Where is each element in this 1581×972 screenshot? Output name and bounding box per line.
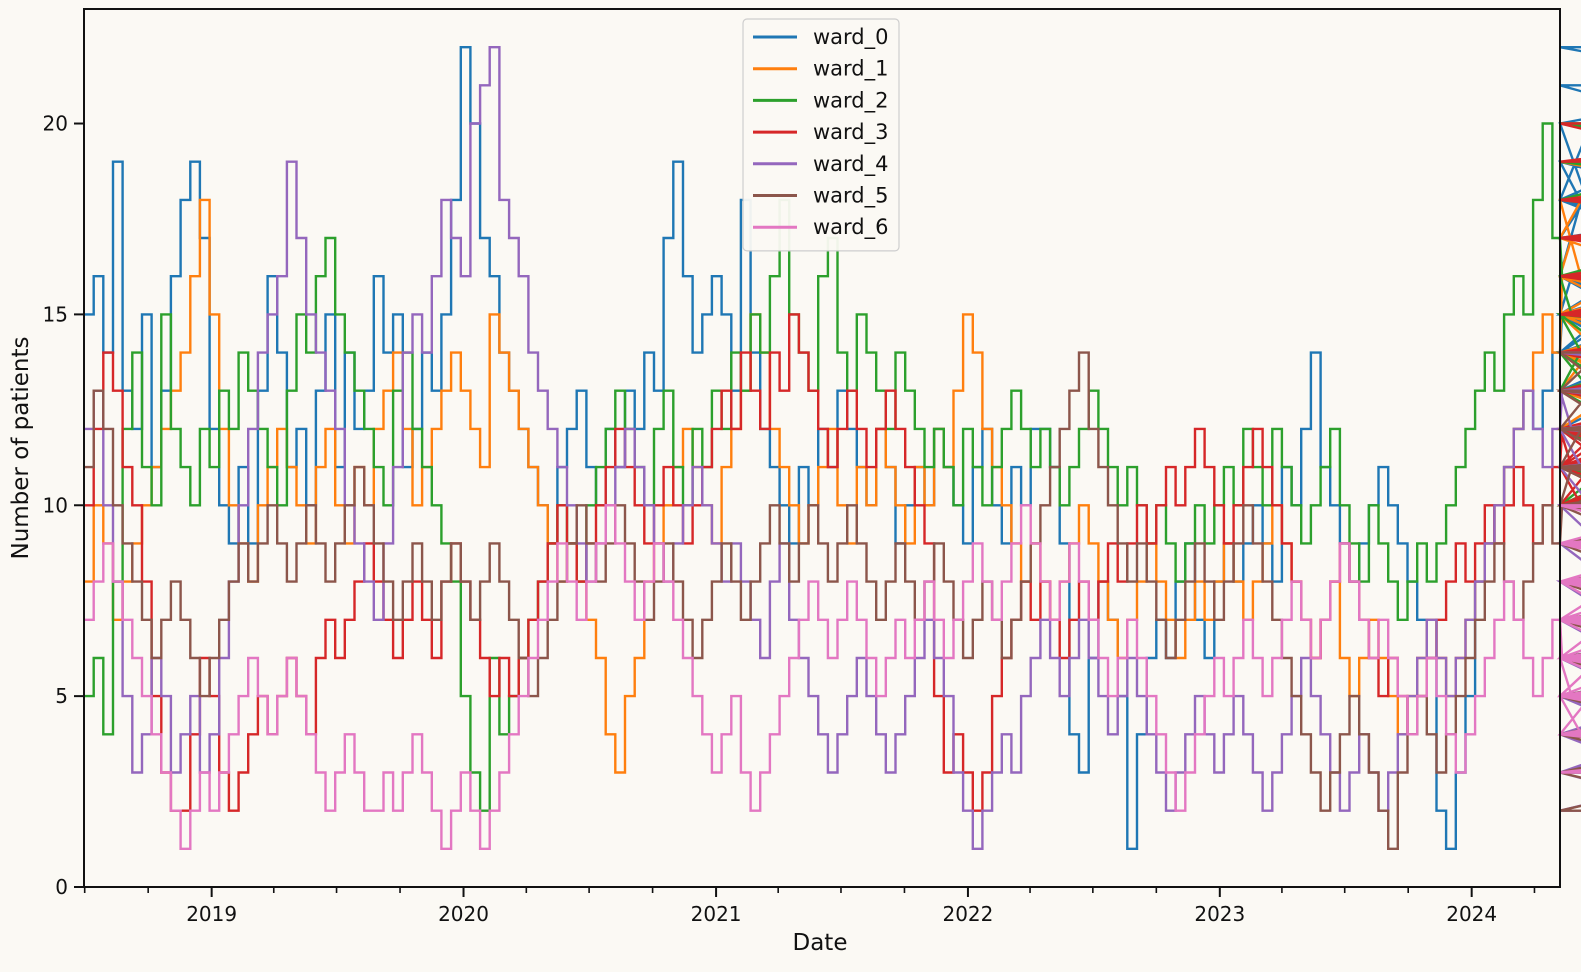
series-layer (84, 46, 1581, 850)
y-tick-label: 10 (43, 493, 68, 517)
x-tick-label: 2020 (438, 902, 489, 926)
series-line-ward_4 (84, 46, 1581, 850)
plot-frame (83, 8, 1561, 888)
x-tick-label: 2019 (186, 902, 237, 926)
x-axis: 2019 2020 2021 2022 2023 2024 (83, 887, 1536, 926)
legend: ward_0 ward_1 ward_2 ward_3 ward_4 ward_5ward… (742, 18, 900, 252)
legend-label-ward_1: ward_1 (813, 57, 889, 82)
y-tick-label: 0 (55, 875, 68, 899)
y-tick-label: 15 (43, 302, 68, 326)
legend-label-ward_5: ward_5 (813, 184, 889, 209)
series-line-ward_5 (84, 351, 1581, 850)
x-tick-label: 2024 (1446, 902, 1497, 926)
y-tick-label: 5 (55, 684, 68, 708)
x-tick-label: 2021 (691, 902, 742, 926)
legend-label-ward_4: ward_4 (813, 152, 889, 177)
x-tick-label: 2022 (942, 902, 993, 926)
legend-label-ward_6: ward_6 (813, 215, 889, 240)
legend-label-ward_2: ward_2 (813, 88, 889, 113)
y-axis: 0 5 10 15 20 (43, 112, 84, 899)
legend-box (742, 18, 900, 252)
y-axis-label: Number of patients (8, 336, 34, 559)
x-axis-label: Date (793, 930, 848, 956)
legend-label-ward_3: ward_3 (813, 120, 889, 145)
y-tick-label: 20 (43, 112, 68, 136)
series-line-ward_6 (84, 504, 1581, 850)
legend-label-ward_0: ward_0 (813, 25, 889, 50)
series-line-ward_2 (84, 122, 1581, 812)
x-tick-label: 2023 (1194, 902, 1245, 926)
